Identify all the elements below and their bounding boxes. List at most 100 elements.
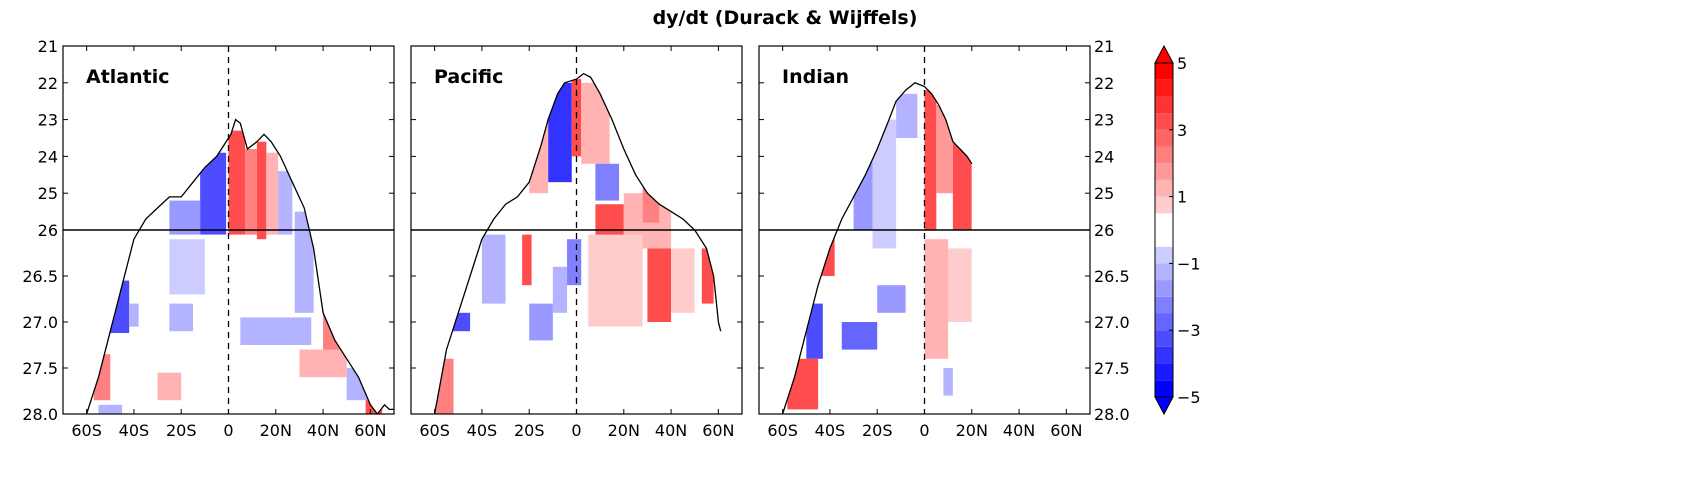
data-cell (278, 171, 293, 235)
colorbar-tick-label: 1 (1177, 188, 1187, 207)
y-tick-label: 27.5 (1094, 359, 1130, 378)
data-cell (245, 149, 257, 235)
data-cell (588, 234, 643, 327)
y-tick-label: 21 (1094, 37, 1114, 56)
y-tick-label: 27.0 (1094, 313, 1130, 332)
y-tick-label: 27.0 (22, 313, 58, 332)
colorbar-band (1155, 179, 1173, 197)
data-cell (98, 404, 123, 414)
x-tick-label: 20N (260, 421, 292, 440)
x-tick-label: 40N (1003, 421, 1035, 440)
data-cell (943, 368, 953, 396)
x-tick-label: 40S (815, 421, 846, 440)
colorbar-extend-max (1154, 44, 1174, 64)
colorbar-band (1155, 380, 1173, 397)
colorbar-frame (1154, 62, 1174, 398)
colorbar-tick-label: 5 (1177, 54, 1187, 73)
data-cell (256, 141, 267, 240)
y-tick-label: 28.0 (1094, 405, 1130, 424)
outcrop-mask (86, 46, 394, 414)
colorbar-tick-label: −1 (1177, 254, 1201, 273)
panels: 60S 40S 20S 0 20N 40N 60N 21 22 23 24 25 26 26.5 27.0 2… (22, 37, 1129, 440)
colorbar-band (1155, 246, 1173, 264)
colorbar-band (1155, 63, 1173, 80)
colorbar-band (1155, 113, 1173, 130)
data-cell (567, 239, 582, 286)
colorbar-band (1155, 280, 1173, 297)
data-cell (522, 234, 532, 286)
y-tick-label: 26.5 (1094, 267, 1130, 286)
colorbar-extend-min (1154, 396, 1174, 416)
data-cell (924, 239, 949, 359)
x-tick-label: 20S (862, 421, 893, 440)
x-tick-label: 60S (419, 421, 450, 440)
x-tick-label: 40S (467, 421, 498, 440)
data-cell (896, 93, 918, 138)
y-tick-label: 27.5 (22, 359, 58, 378)
y-tick-label: 21 (38, 37, 58, 56)
data-cell (169, 239, 205, 295)
data-cell (299, 349, 347, 378)
data-cell (952, 141, 972, 230)
data-cell (647, 248, 672, 322)
colorbar-band (1155, 296, 1173, 314)
y-tick-label: 26 (1094, 221, 1114, 240)
panel-atlantic: 60S 40S 20S 0 20N 40N 60N 21 22 23 24 25 26 26.5 27.0 2… (22, 37, 395, 440)
colorbar-band (1155, 263, 1173, 281)
colorbar-band (1155, 79, 1173, 97)
outcrop-mask (782, 46, 1090, 414)
x-tick-label: 60S (767, 421, 798, 440)
data-cell (595, 163, 620, 201)
data-cell (671, 248, 695, 313)
data-cell (552, 266, 568, 313)
data-cell (529, 303, 553, 341)
panel-label: Atlantic (86, 66, 170, 88)
data-cell (481, 234, 506, 304)
data-cell (548, 82, 572, 183)
colorbar-tick-label: −5 (1177, 388, 1201, 407)
data-cell (157, 372, 182, 401)
data-cell (228, 130, 246, 235)
y-tick-label: 24 (1094, 147, 1114, 166)
outcrop-line (781, 82, 973, 414)
data-cell (169, 200, 201, 235)
colorbar-band (1155, 363, 1173, 381)
x-tick-label: 20N (956, 421, 988, 440)
data-cell (924, 90, 937, 230)
y-tick-label: 28.0 (22, 405, 58, 424)
chart-title: dy/dt (Durack & Wijffels) (653, 7, 918, 29)
x-tick-label: 40N (655, 421, 687, 440)
data-cell (294, 211, 314, 313)
colorbar-band (1155, 129, 1173, 147)
x-tick-label: 0 (919, 421, 929, 440)
x-tick-label: 60S (71, 421, 102, 440)
colorbar-tick-label: 3 (1177, 121, 1187, 140)
outcrop-line (85, 118, 394, 414)
data-cell (872, 119, 897, 249)
x-tick-label: 40N (307, 421, 339, 440)
x-tick-label: 60N (702, 421, 734, 440)
colorbar-band (1155, 146, 1173, 164)
x-tick-label: 20S (514, 421, 545, 440)
data-cell (129, 303, 139, 327)
data-cell (877, 285, 906, 313)
x-tick-label: 40S (119, 421, 150, 440)
x-tick-label: 0 (223, 421, 233, 440)
y-tick-label: 22 (1094, 74, 1114, 93)
colorbar-band (1155, 213, 1173, 247)
colorbar: 5 3 1 −1 −3 −5 (1154, 44, 1201, 416)
colorbar-band (1155, 96, 1173, 114)
y-tick-label: 23 (38, 111, 58, 130)
data-cell (948, 248, 972, 322)
colorbar-band (1155, 313, 1173, 331)
colorbar-band (1155, 163, 1173, 180)
data-cell (169, 303, 194, 332)
panel-label: Indian (782, 66, 849, 88)
colorbar-band (1155, 330, 1173, 347)
colorbar-band (1155, 346, 1173, 364)
data-cell (841, 322, 878, 350)
y-tick-label: 22 (38, 74, 58, 93)
y-tick-label: 23 (1094, 111, 1114, 130)
data-cell (701, 248, 714, 304)
